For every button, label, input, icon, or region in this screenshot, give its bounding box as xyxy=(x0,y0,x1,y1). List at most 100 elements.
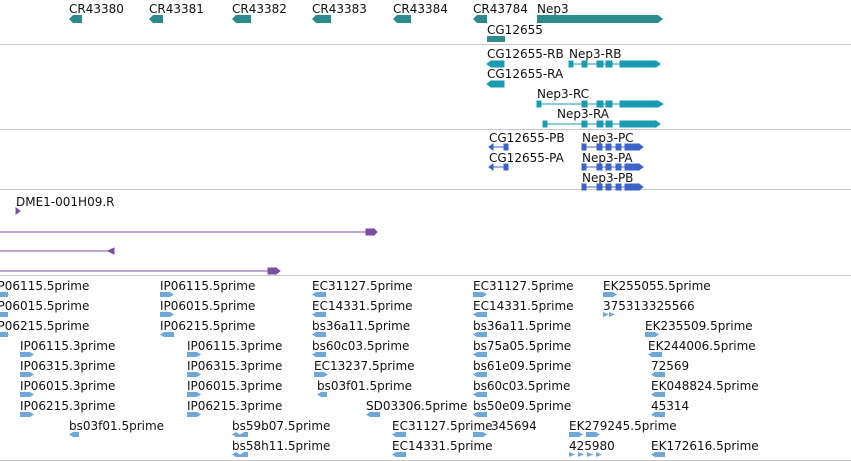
gene-feature xyxy=(473,15,487,23)
transcript-label[interactable]: CG12655-RB xyxy=(487,47,564,61)
transcript-label[interactable]: CG12655-RA xyxy=(487,67,564,81)
read-label[interactable]: EK172616.5prime xyxy=(651,439,759,453)
read-label[interactable]: IP06315.3prime xyxy=(20,359,116,373)
read-feature xyxy=(473,292,487,297)
read-label[interactable]: bs59b07.5prime xyxy=(232,419,331,433)
read-feature xyxy=(651,412,665,417)
read-label[interactable]: IP06215.5prime xyxy=(160,319,256,333)
read-label[interactable]: 45314 xyxy=(651,399,690,413)
read-label[interactable]: bs03f01.5prime xyxy=(317,379,413,393)
read-label[interactable]: IP06215.5prime xyxy=(0,319,90,333)
read-label[interactable]: bs36a11.5prime xyxy=(473,319,572,333)
read-label[interactable]: EC13237.5prime xyxy=(314,359,415,373)
gene-label[interactable]: CG12655 xyxy=(487,23,543,37)
est-label[interactable]: DME1-001H09.R xyxy=(16,195,115,209)
transcript-label[interactable]: Nep3-RB xyxy=(569,47,622,61)
gene-label[interactable]: CR43382 xyxy=(232,2,287,16)
transcript-label[interactable]: Nep3-PB xyxy=(582,171,634,185)
read-label[interactable]: IP06215.3prime xyxy=(187,399,283,413)
read-label[interactable]: IP06115.5prime xyxy=(160,279,256,293)
read-label[interactable]: EK048824.5prime xyxy=(651,379,759,393)
gene-label[interactable]: CR43384 xyxy=(393,2,448,16)
read-label[interactable]: EC31127.5prime xyxy=(392,419,493,433)
gene-label[interactable]: CR43381 xyxy=(149,2,204,16)
read-label[interactable]: IP06315.3prime xyxy=(187,359,283,373)
read-label[interactable]: 72569 xyxy=(651,359,690,373)
transcript-label[interactable]: Nep3-PA xyxy=(582,151,633,165)
read-feature xyxy=(312,352,326,357)
read-label[interactable]: bs75a05.5prime xyxy=(473,339,572,353)
read-feature xyxy=(187,372,201,377)
est-feature xyxy=(0,247,115,255)
read-feature xyxy=(473,332,487,337)
read-feature xyxy=(473,432,487,437)
transcript-label[interactable]: Nep3-RA xyxy=(557,107,610,121)
read-feature xyxy=(473,352,487,357)
gene-feature xyxy=(487,36,505,42)
read-feature xyxy=(312,292,326,297)
read-label[interactable]: IP06115.5prime xyxy=(0,279,90,293)
read-feature xyxy=(20,412,34,417)
read-label[interactable]: bs60c03.5prime xyxy=(312,339,410,353)
read-label[interactable]: IP06215.3prime xyxy=(20,399,116,413)
transcript-track: CG12655-RB Nep3-RB CG12655-RA Nep3-RC Ne… xyxy=(0,44,851,129)
gene-label[interactable]: CR43383 xyxy=(312,2,367,16)
read-feature xyxy=(187,392,201,397)
read-feature xyxy=(651,392,665,397)
read-feature xyxy=(69,432,79,437)
read-label[interactable]: bs36a11.5prime xyxy=(312,319,411,333)
read-label[interactable]: bs60c03.5prime xyxy=(473,379,571,393)
read-feature xyxy=(232,452,248,457)
read-label[interactable]: IP06015.3prime xyxy=(187,379,283,393)
read-label[interactable]: IP06015.5prime xyxy=(160,299,256,313)
read-feature xyxy=(648,352,662,357)
read-label[interactable]: EK235509.5prime xyxy=(645,319,753,333)
read-label[interactable]: IP06015.5prime xyxy=(0,299,90,313)
transcript-label[interactable]: CG12655-PB xyxy=(489,131,565,145)
gene-label[interactable]: CR43784 xyxy=(473,2,528,16)
read-label[interactable]: EK279245.5prime xyxy=(569,419,677,433)
read-label[interactable]: EC14331.5prime xyxy=(473,299,574,313)
read-label[interactable]: EC31127.5prime xyxy=(473,279,574,293)
transcript-feature xyxy=(486,80,505,88)
read-feature xyxy=(232,432,248,437)
read-feature xyxy=(569,432,583,437)
read-feature xyxy=(187,352,201,357)
gene-label[interactable]: CR43380 xyxy=(69,2,124,16)
transcript-feature xyxy=(581,163,644,171)
transcript-label[interactable]: Nep3-RC xyxy=(537,87,590,101)
transcript-feature xyxy=(581,183,644,191)
read-label[interactable]: IP06115.3prime xyxy=(187,339,283,353)
est-feature xyxy=(0,227,378,237)
read-label[interactable]: 345694 xyxy=(491,419,537,433)
read-feature xyxy=(312,332,326,337)
read-label[interactable]: SD03306.5prime xyxy=(366,399,468,413)
transcript-glyphs xyxy=(486,60,664,128)
track-separator xyxy=(0,275,851,276)
read-label[interactable]: 425980 xyxy=(569,439,615,453)
read-label[interactable]: IP06115.3prime xyxy=(20,339,116,353)
read-label[interactable]: bs03f01.5prime xyxy=(69,419,165,433)
read-label[interactable]: EC14331.5prime xyxy=(312,299,413,313)
protein-track: CG12655-PB Nep3-PC CG12655-PA Nep3-PA Ne… xyxy=(0,129,851,191)
read-label[interactable]: IP06015.3prime xyxy=(20,379,116,393)
transcript-label[interactable]: Nep3-PC xyxy=(582,131,634,145)
read-label[interactable]: EC14331.5prime xyxy=(392,439,493,453)
read-feature xyxy=(160,312,174,317)
read-label[interactable]: bs58h11.5prime xyxy=(232,439,331,453)
transcript-feature xyxy=(568,60,661,68)
read-feature xyxy=(0,312,8,317)
read-label[interactable]: bs61e09.5prime xyxy=(473,359,572,373)
est-feature xyxy=(15,207,21,215)
read-feature xyxy=(586,432,600,437)
read-label[interactable]: EK255055.5prime xyxy=(603,279,711,293)
read-label[interactable]: bs50e09.5prime xyxy=(473,399,572,413)
transcript-label[interactable]: CG12655-PA xyxy=(489,151,564,165)
gene-label[interactable]: Nep3 xyxy=(537,2,569,16)
read-label[interactable]: EC31127.5prime xyxy=(312,279,413,293)
transcript-feature xyxy=(536,100,664,108)
read-feature xyxy=(651,372,665,377)
gene-track: CR43380 CR43381 CR43382 CR43383 CR43384 … xyxy=(0,0,851,44)
read-label[interactable]: EK244006.5prime xyxy=(648,339,756,353)
read-label[interactable]: 375313325566 xyxy=(603,299,695,313)
